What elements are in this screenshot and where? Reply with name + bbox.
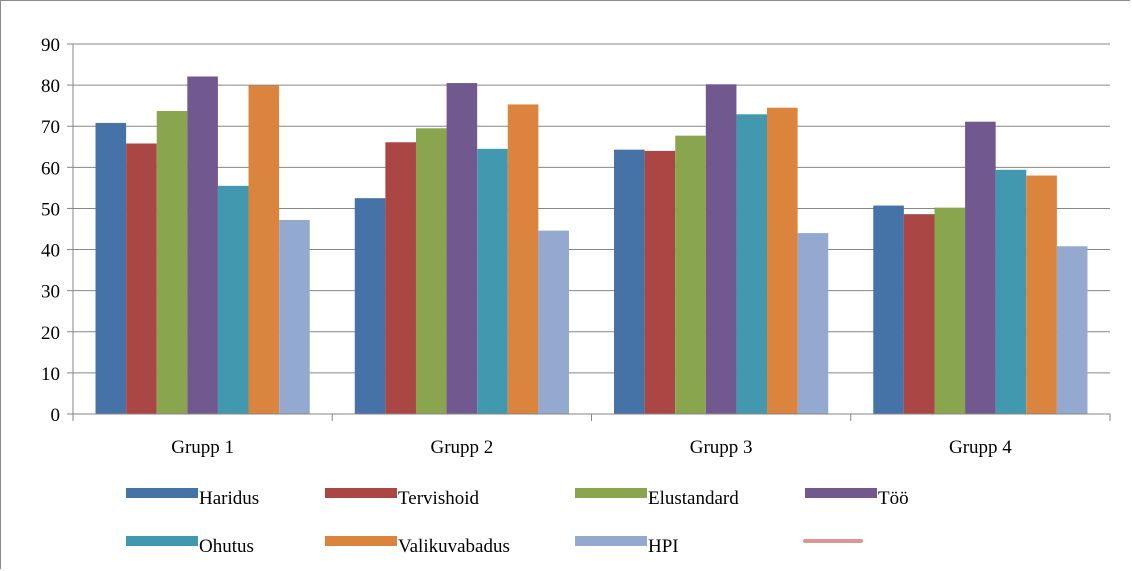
bar-valikuvabadus-1 [248, 85, 280, 415]
legend-label: Ohutus [199, 536, 254, 557]
legend-swatch [575, 536, 647, 546]
legend-label: Tervishoid [398, 488, 479, 509]
bar-tervishoid-1 [126, 143, 157, 415]
legend-label: Töö [878, 488, 909, 509]
bar-haridus-2 [354, 198, 386, 414]
bar-tervishoid-2 [385, 142, 416, 414]
bar-t--1 [187, 76, 218, 414]
bar-tervishoid-3 [644, 150, 676, 414]
axes [67, 43, 1111, 421]
bar-tervishoid-4 [903, 214, 935, 414]
bar-elustandard-1 [156, 111, 188, 414]
y-tick-label: 50 [41, 199, 60, 220]
y-tick-label: 60 [41, 158, 60, 179]
bars [95, 76, 1088, 415]
bar-ohutus-3 [736, 114, 768, 415]
y-tick-label: 80 [41, 76, 60, 97]
bar-t--3 [705, 84, 737, 414]
category-labels: Grupp 1 Grupp 2 Grupp 3 Grupp 4 [171, 437, 1012, 458]
bar-haridus-3 [614, 149, 645, 414]
bar-valikuvabadus-4 [1026, 175, 1057, 414]
legend-swatch [325, 488, 397, 498]
bar-elustandard-2 [415, 128, 447, 414]
category-label: Grupp 2 [430, 437, 493, 458]
category-label: Grupp 1 [171, 437, 234, 458]
y-tick-label: 30 [41, 282, 60, 303]
legend-label: Elustandard [648, 488, 739, 509]
bar-elustandard-4 [934, 207, 966, 414]
y-tick-label: 40 [41, 241, 60, 262]
bar-haridus-1 [95, 122, 127, 415]
bar-ohutus-4 [995, 169, 1027, 414]
category-label: Grupp 3 [690, 437, 753, 458]
bar-t--2 [446, 83, 478, 414]
y-tick-label: 10 [41, 364, 60, 385]
legend-swatch [126, 488, 198, 498]
bar-elustandard-3 [675, 135, 706, 414]
y-axis-tick-labels: 0 10 20 30 40 50 60 70 80 90 [41, 35, 60, 426]
bar-hpi-3 [797, 233, 829, 414]
y-tick-label: 90 [41, 35, 60, 56]
y-tick-label: 20 [41, 323, 60, 344]
bar-hpi-1 [279, 219, 310, 414]
bar-haridus-4 [873, 205, 904, 414]
legend-swatch [325, 536, 397, 546]
legend-label: Haridus [199, 488, 259, 509]
bar-ohutus-2 [477, 148, 508, 414]
legend-swatch [805, 488, 877, 498]
bar-valikuvabadus-3 [767, 107, 798, 414]
legend-swatch [126, 536, 198, 546]
legend-label: Valikuvabadus [398, 536, 510, 557]
legend: Haridus Tervishoid Elustandard Töö Ohutus Val… [126, 488, 909, 557]
bar-valikuvabadus-2 [507, 104, 539, 415]
y-tick-label: 0 [51, 405, 61, 426]
legend-swatch [575, 488, 647, 498]
y-tick-label: 70 [41, 117, 60, 138]
legend-label: HPI [648, 536, 679, 557]
bar-t--4 [965, 121, 996, 414]
bar-hpi-2 [538, 230, 569, 414]
category-label: Grupp 4 [949, 437, 1012, 458]
bar-ohutus-1 [217, 185, 249, 414]
bar-hpi-4 [1056, 246, 1088, 414]
